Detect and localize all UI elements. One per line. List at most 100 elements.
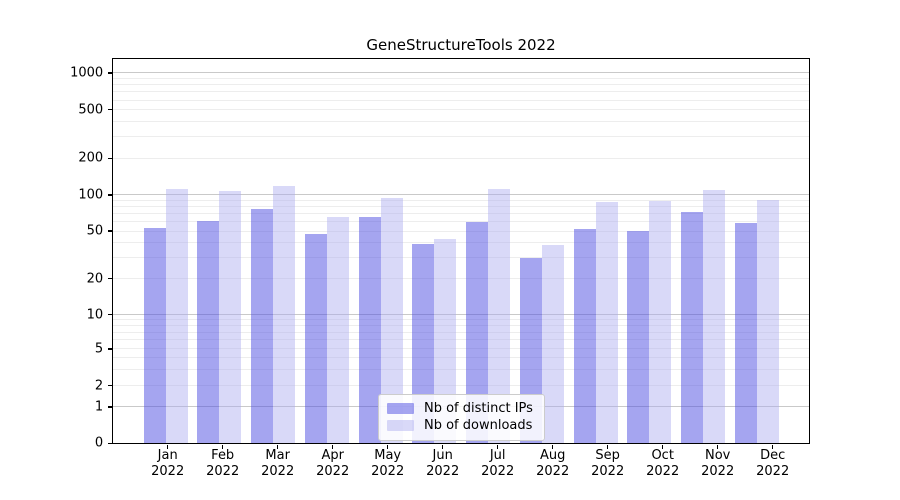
x-tick-mark (607, 444, 609, 449)
minor-gridline (113, 213, 810, 215)
x-tick-mark (387, 444, 389, 449)
legend-swatch (386, 420, 414, 432)
minor-gridline (113, 368, 810, 370)
bars-layer (113, 59, 809, 444)
bar-distinct-ips-jun (412, 243, 435, 444)
y-tick-label: 5 (94, 341, 104, 357)
bar-distinct-ips-feb (197, 220, 220, 444)
minor-gridline (113, 348, 810, 350)
y-tick-label: 10 (86, 307, 104, 323)
x-tick-year: 2022 (261, 464, 295, 480)
plot-area: 0 1 2 5 10 20 50 100 200 500 1000 Jan 2022 Feb 2022 Mar… (70, 58, 811, 479)
x-tick-year: 2022 (536, 464, 570, 480)
y-tick-mark (107, 385, 112, 387)
x-tick-month: Jan (157, 448, 178, 464)
bar-distinct-ips-jul (466, 222, 489, 444)
legend: Nb of distinct IPs Nb of downloads (377, 393, 545, 441)
bar-downloads-apr (326, 216, 349, 444)
minor-gridline (113, 99, 810, 101)
legend-swatch (386, 403, 414, 415)
x-tick-month: Feb (211, 448, 235, 464)
minor-gridline (113, 339, 810, 341)
bar-distinct-ips-jan (143, 228, 166, 444)
y-tick-label: 50 (86, 223, 104, 239)
bar-downloads-jun (434, 238, 457, 444)
bar-downloads-mar (273, 186, 296, 444)
x-tick-label: Sep 2022 (591, 448, 624, 480)
minor-gridline (113, 157, 810, 159)
x-tick-mark (717, 444, 719, 449)
bar-distinct-ips-may (358, 216, 381, 444)
x-tick-mark (167, 444, 169, 449)
y-tick-label: 100 (78, 187, 104, 203)
y-tick-mark (107, 348, 112, 350)
x-tick-year: 2022 (206, 464, 240, 480)
y-tick-label: 0 (94, 435, 104, 451)
minor-gridline (113, 257, 810, 259)
x-tick-month: Mar (265, 448, 290, 464)
bar-downloads-jul (488, 188, 511, 444)
minor-gridline (113, 325, 810, 327)
y-tick-mark (107, 157, 112, 159)
x-tick-label: Jun 2022 (426, 448, 459, 480)
minor-gridline (113, 84, 810, 86)
bar-downloads-sep (595, 201, 618, 444)
minor-gridline (113, 206, 810, 208)
chart-title: GeneStructureTools 2022 (366, 36, 556, 54)
y-tick-mark (107, 406, 112, 408)
legend-label: Nb of distinct IPs (423, 401, 533, 417)
y-tick-label: 200 (78, 150, 104, 166)
x-tick-year: 2022 (316, 464, 350, 480)
y-tick-mark (107, 314, 112, 316)
legend-entry: Nb of downloads (386, 418, 533, 434)
bar-distinct-ips-apr (304, 234, 327, 444)
y-tick-mark (107, 109, 112, 111)
y-tick-label: 2 (94, 378, 104, 394)
bar-downloads-oct (649, 201, 672, 444)
minor-gridline (113, 278, 810, 280)
bar-downloads-aug (541, 245, 564, 444)
x-tick-label: Apr 2022 (316, 448, 349, 480)
x-tick-mark (662, 444, 664, 449)
minor-gridline (113, 230, 810, 232)
x-tick-label: Jan 2022 (151, 448, 184, 480)
x-tick-label: Mar 2022 (261, 448, 294, 480)
x-tick-month: Dec (760, 448, 786, 464)
x-tick-year: 2022 (701, 464, 735, 480)
bar-distinct-ips-nov (680, 212, 703, 444)
minor-gridline (113, 78, 810, 80)
minor-gridline (113, 385, 810, 387)
y-tick-label: 1 (94, 399, 104, 415)
y-tick-mark (107, 442, 112, 444)
x-tick-month: Nov (705, 448, 731, 464)
x-tick-mark (222, 444, 224, 449)
x-tick-label: Nov 2022 (701, 448, 734, 480)
minor-gridline (113, 221, 810, 223)
minor-gridline (113, 331, 810, 333)
x-tick-label: Jul 2022 (481, 448, 514, 480)
x-tick-mark (497, 444, 499, 449)
x-tick-mark (772, 444, 774, 449)
bar-downloads-dec (756, 200, 779, 444)
legend-entry: Nb of distinct IPs (386, 401, 533, 417)
bar-distinct-ips-oct (627, 231, 650, 444)
minor-gridline (113, 91, 810, 93)
x-tick-mark (277, 444, 279, 449)
minor-gridline (113, 121, 810, 123)
x-tick-month: May (374, 448, 402, 464)
x-tick-year: 2022 (151, 464, 185, 480)
x-tick-mark (332, 444, 334, 449)
x-tick-month: Apr (321, 448, 344, 464)
major-gridline (113, 314, 810, 316)
x-tick-mark (442, 444, 444, 449)
x-tick-mark (552, 444, 554, 449)
minor-gridline (113, 319, 810, 321)
bar-downloads-jan (165, 188, 188, 444)
y-tick-mark (107, 72, 112, 74)
y-tick-mark (107, 194, 112, 196)
bar-downloads-feb (219, 191, 242, 444)
x-tick-month: Aug (539, 448, 566, 464)
x-tick-label: Dec 2022 (756, 448, 789, 480)
gridlines-layer (113, 59, 810, 443)
